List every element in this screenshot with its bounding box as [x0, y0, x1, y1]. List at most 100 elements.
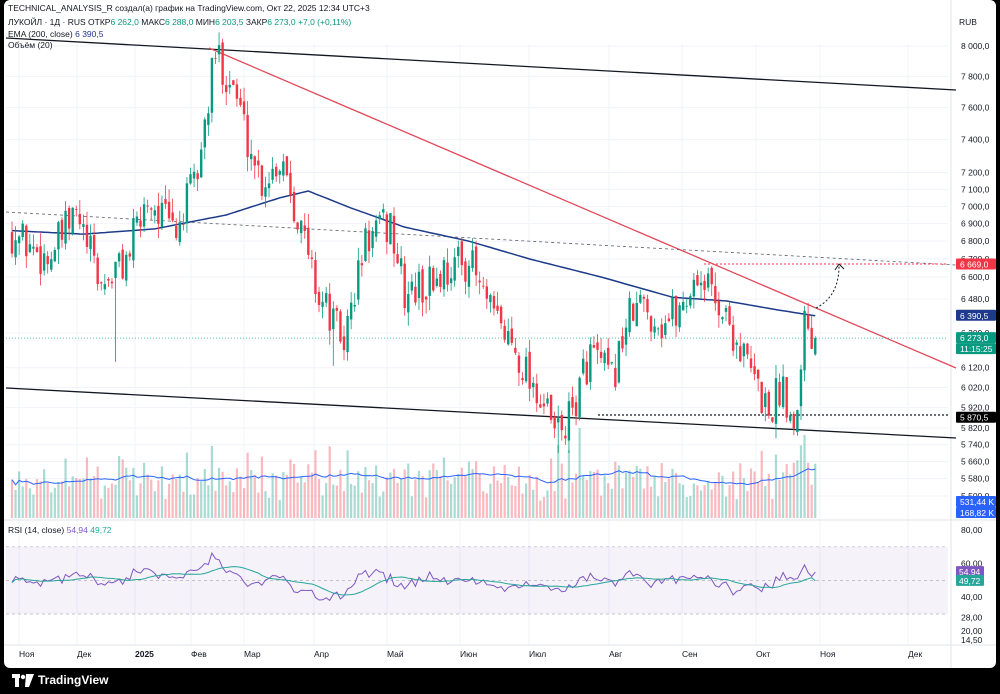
- candle-body: [674, 295, 678, 326]
- price-tag-bg: [956, 411, 996, 423]
- candle-body: [539, 404, 542, 408]
- candle-body: [771, 417, 774, 422]
- volume-bar: [192, 494, 196, 518]
- volume-bar: [317, 479, 321, 518]
- volume-bar: [364, 467, 367, 518]
- candle-body: [778, 381, 781, 406]
- candle-body: [764, 393, 767, 407]
- volume-bar: [167, 483, 171, 518]
- price-tick-label: 7 200,0: [961, 168, 990, 178]
- volume-bar: [514, 485, 517, 518]
- volume-bar: [246, 452, 249, 518]
- rsi-value: 54,94: [66, 525, 88, 535]
- volume-bar: [278, 499, 281, 518]
- ohlc-legend: ЛУКОЙЛ · 1Д · RUS ОТКР6 262,0 МАКС6 288,…: [8, 17, 351, 27]
- candle-body: [46, 256, 49, 265]
- change-value: +7,0 (+0,11%): [298, 17, 352, 27]
- volume-bar: [792, 462, 795, 518]
- candle-body: [32, 246, 35, 249]
- symbol-label[interactable]: ЛУКОЙЛ · 1Д · RUS: [8, 17, 86, 27]
- volume-bar: [128, 480, 131, 518]
- volume-bar: [646, 466, 649, 518]
- ema-legend[interactable]: EMA (200, close) 6 390,5: [8, 29, 103, 39]
- volume-bar: [178, 474, 181, 518]
- rsi-tick-label: 20,00: [961, 626, 983, 636]
- candle-body: [121, 249, 124, 279]
- candle-body: [428, 266, 431, 296]
- volume-bar: [621, 488, 624, 518]
- candle-body: [214, 58, 217, 59]
- volume-bar: [275, 475, 278, 518]
- candle-body: [532, 382, 535, 388]
- downtrend-line: [208, 47, 957, 369]
- volume-bar: [400, 479, 403, 518]
- candle-body: [496, 305, 499, 311]
- candle-body: [432, 267, 435, 291]
- price-chart[interactable]: 8 000,0 7 800,0 7 600,0 7 400,0 7 200,0 7 100…: [4, 0, 996, 668]
- candle-body: [603, 352, 606, 364]
- publisher-line: TECHNICAL_ANALYSIS_R создал(а) график на…: [8, 3, 370, 13]
- volume-bar: [560, 463, 563, 518]
- volume-bar: [739, 463, 742, 518]
- candle-body: [303, 225, 306, 231]
- volume-bar: [703, 485, 706, 518]
- candle-body: [360, 263, 364, 266]
- candle-body: [357, 260, 360, 300]
- candle-body: [271, 168, 274, 180]
- volume-bar: [46, 482, 49, 518]
- candle-body: [139, 220, 142, 227]
- volume-bar: [460, 467, 463, 518]
- price-tick-label: 7 600,0: [961, 103, 990, 113]
- rsi-tag-label: 54,94: [959, 567, 981, 577]
- rsi-legend[interactable]: RSI (14, close) 54,94 49,72: [8, 525, 112, 535]
- volume-bar: [346, 450, 349, 518]
- candle-body: [574, 402, 578, 417]
- candle-body: [239, 97, 242, 105]
- volume-bar: [314, 450, 317, 518]
- candle-body: [739, 346, 742, 362]
- volume-ma-line: [11, 468, 816, 486]
- volume-bar: [728, 485, 731, 518]
- candle-body: [521, 377, 524, 381]
- rsi-label: RSI (14, close): [8, 525, 65, 535]
- volume-bar: [624, 472, 628, 518]
- volume-bar: [585, 479, 588, 518]
- volume-bar: [475, 461, 478, 518]
- candle-body: [649, 316, 653, 332]
- candle-body: [374, 220, 378, 237]
- candle-body: [221, 42, 224, 85]
- volume-bar: [599, 495, 603, 518]
- volume-bar: [714, 482, 717, 518]
- candle-body: [153, 210, 156, 216]
- candle-body: [382, 209, 385, 213]
- candle-body: [557, 418, 560, 423]
- volume-bar: [371, 483, 374, 518]
- candle-body: [114, 261, 117, 278]
- candle-body: [560, 414, 563, 431]
- tradingview-brand[interactable]: TradingView: [12, 673, 108, 687]
- currency-label[interactable]: RUB: [959, 17, 977, 27]
- volume-bar: [367, 480, 371, 518]
- candle-body: [57, 222, 60, 250]
- candle-body: [367, 230, 371, 252]
- candle-body: [610, 362, 613, 364]
- candle-body: [346, 316, 349, 353]
- candle-body: [50, 259, 53, 270]
- price-tag-label: 5 870,5: [960, 413, 989, 423]
- rsi-tick-label: 14,50: [961, 635, 983, 645]
- candle-body: [692, 279, 696, 297]
- volume-bar: [118, 455, 121, 518]
- volume-bar: [810, 484, 813, 518]
- candle-body: [14, 240, 17, 258]
- candle-body: [749, 358, 753, 368]
- volume-bar: [353, 485, 356, 518]
- candle-body: [417, 271, 421, 298]
- candle-body: [257, 160, 260, 166]
- volume-bar: [760, 450, 763, 518]
- volume-bar: [125, 467, 128, 518]
- volume-bar: [528, 474, 531, 518]
- volume-legend[interactable]: Объём (20): [8, 40, 53, 50]
- price-tick-label: 5 740,0: [961, 440, 990, 450]
- candle-body: [492, 296, 496, 309]
- candle-body: [410, 281, 414, 291]
